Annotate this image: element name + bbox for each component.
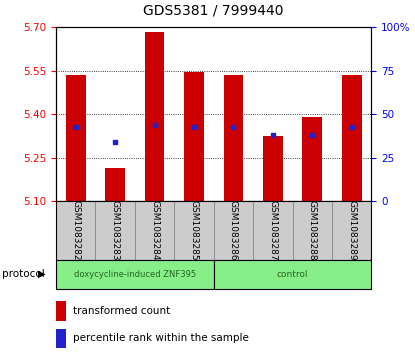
Bar xyxy=(56,201,95,260)
Text: GSM1083286: GSM1083286 xyxy=(229,200,238,261)
Bar xyxy=(293,201,332,260)
Text: doxycycline-induced ZNF395: doxycycline-induced ZNF395 xyxy=(74,270,196,278)
Bar xyxy=(253,201,293,260)
Bar xyxy=(66,75,85,201)
Text: GDS5381 / 7999440: GDS5381 / 7999440 xyxy=(144,4,284,18)
Text: GSM1083283: GSM1083283 xyxy=(111,200,120,261)
Bar xyxy=(105,168,125,201)
Bar xyxy=(332,201,371,260)
Bar xyxy=(214,260,371,289)
Text: GSM1083282: GSM1083282 xyxy=(71,200,80,261)
Text: GSM1083287: GSM1083287 xyxy=(269,200,277,261)
Bar xyxy=(56,260,214,289)
Text: GSM1083285: GSM1083285 xyxy=(190,200,198,261)
Text: percentile rank within the sample: percentile rank within the sample xyxy=(73,334,249,343)
Bar xyxy=(214,201,253,260)
Bar xyxy=(263,136,283,201)
Bar xyxy=(145,32,164,201)
Text: GSM1083288: GSM1083288 xyxy=(308,200,317,261)
Bar xyxy=(135,201,174,260)
Text: transformed count: transformed count xyxy=(73,306,170,316)
Text: ▶: ▶ xyxy=(38,269,45,279)
Text: GSM1083289: GSM1083289 xyxy=(347,200,356,261)
Bar xyxy=(224,75,243,201)
Bar xyxy=(184,72,204,201)
Text: GSM1083284: GSM1083284 xyxy=(150,200,159,261)
Text: protocol: protocol xyxy=(2,269,45,279)
Bar xyxy=(342,75,361,201)
Bar xyxy=(174,201,214,260)
Text: control: control xyxy=(277,270,308,278)
Bar xyxy=(95,201,135,260)
Bar xyxy=(303,117,322,201)
